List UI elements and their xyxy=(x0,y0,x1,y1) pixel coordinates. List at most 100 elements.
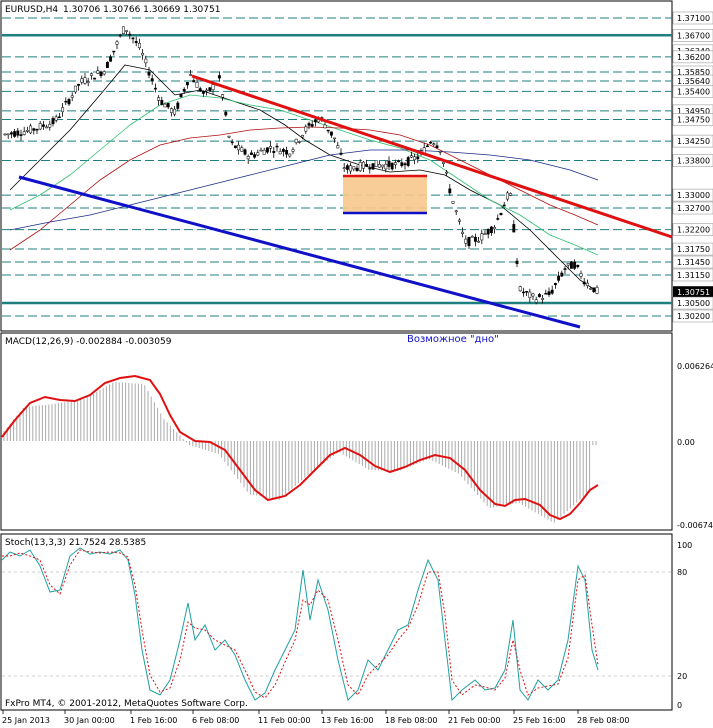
candle-body xyxy=(304,126,308,132)
candle-body xyxy=(13,131,17,137)
candle-body xyxy=(109,56,113,62)
price-label-box xyxy=(672,113,713,126)
candle-body xyxy=(505,192,509,200)
candle-body xyxy=(157,97,161,101)
candle-body xyxy=(32,128,36,131)
time-label: 25 Jan 2013 xyxy=(2,716,50,725)
candle-body xyxy=(435,145,439,148)
price-label-box xyxy=(672,85,713,98)
candle-body xyxy=(179,93,183,98)
candle-body xyxy=(22,131,26,135)
candle-body xyxy=(515,260,519,264)
price-label-box xyxy=(672,296,713,310)
candle-body xyxy=(173,108,177,115)
candle-body xyxy=(182,89,186,92)
candle-body xyxy=(89,73,93,76)
candle-body xyxy=(313,120,317,123)
candle-body xyxy=(118,34,122,37)
candle-body xyxy=(592,287,596,293)
candle-body xyxy=(80,78,84,83)
candle-body xyxy=(355,167,359,171)
candle-body xyxy=(569,261,573,269)
candle-body xyxy=(45,126,49,129)
candle-body xyxy=(297,141,301,143)
ohlc-header: 1.30706 1.30766 1.30669 1.30751 xyxy=(63,5,220,15)
candle-body xyxy=(128,33,132,36)
macd-panel[interactable] xyxy=(0,332,673,531)
time-label: 1 Feb 16:00 xyxy=(130,716,177,725)
price-axis-label: 1.31750 xyxy=(677,245,710,254)
candle-body xyxy=(547,291,551,295)
candle-body xyxy=(521,291,525,294)
candle-body xyxy=(323,124,327,129)
candle-body xyxy=(38,123,42,130)
price-axis-label: 1.31450 xyxy=(677,258,710,267)
time-label: 28 Feb 08:00 xyxy=(577,716,629,725)
candle-body xyxy=(307,123,311,126)
candle-body xyxy=(397,160,401,163)
price-label-box xyxy=(672,29,713,42)
candle-body xyxy=(377,164,381,168)
candle-body xyxy=(185,82,189,86)
stoch-signal-line xyxy=(2,549,599,699)
time-label: 21 Feb 00:00 xyxy=(448,716,500,725)
candle-body xyxy=(208,87,212,92)
time-label: 25 Feb 16:00 xyxy=(513,716,565,725)
candle-body xyxy=(163,103,167,108)
candle-body xyxy=(531,293,535,297)
time-label: 18 Feb 08:00 xyxy=(385,716,437,725)
candle-body xyxy=(96,70,100,74)
price-label-box xyxy=(672,134,713,148)
candle-body xyxy=(201,91,205,94)
candle-body xyxy=(112,50,116,53)
candle-body xyxy=(499,213,503,215)
price-axis-label: 1.37100 xyxy=(677,14,710,23)
price-axis-label: 1.35640 xyxy=(677,77,710,86)
time-axis: 25 Jan 2013 30 Jan 00:00 1 Feb 16:00 6 Feb … xyxy=(2,710,629,725)
price-label-box xyxy=(672,268,713,282)
time-label: 11 Feb 00:00 xyxy=(258,716,310,725)
candle-body xyxy=(432,143,436,145)
candle-body xyxy=(35,128,39,131)
candle-body xyxy=(448,188,452,194)
candle-body xyxy=(249,152,253,155)
candle-body xyxy=(237,144,241,151)
candle-body xyxy=(102,71,106,75)
candle-body xyxy=(496,218,500,220)
stoch-panel[interactable] xyxy=(0,533,673,711)
candle-body xyxy=(493,227,497,230)
macd-label: MACD(12,26,9) -0.002884 -0.003059 xyxy=(5,337,172,347)
ma-green xyxy=(9,94,599,256)
main-panel[interactable] xyxy=(0,0,673,332)
candle-body xyxy=(275,145,279,148)
candle-body xyxy=(489,226,493,233)
candle-body xyxy=(16,130,20,136)
candle-body xyxy=(576,264,580,268)
candle-body xyxy=(589,288,593,290)
macd-axis-top: 0.006264 xyxy=(677,362,713,371)
candle-body xyxy=(269,145,273,149)
candle-body xyxy=(301,134,305,138)
candle-body xyxy=(57,116,61,119)
candle-body xyxy=(205,89,209,92)
candle-body xyxy=(6,133,10,136)
candle-body xyxy=(329,131,333,136)
price-label-box xyxy=(672,154,713,167)
candle-body xyxy=(393,162,397,166)
candle-body xyxy=(387,160,391,167)
candle-body xyxy=(512,224,516,233)
candle-body xyxy=(585,282,589,286)
candle-body xyxy=(166,102,170,108)
candle-body xyxy=(457,219,461,222)
price-axis-label: 1.31150 xyxy=(677,271,710,280)
candle-body xyxy=(224,111,228,116)
price-axis-label: 1.32200 xyxy=(677,226,710,235)
candle-body xyxy=(3,133,7,136)
candle-body xyxy=(189,74,193,76)
candle-body xyxy=(61,107,65,113)
candle-body xyxy=(390,162,394,170)
price-axis-label: 1.35400 xyxy=(677,87,710,96)
candle-body xyxy=(557,275,561,281)
candle-body xyxy=(141,52,145,56)
candle-body xyxy=(144,58,148,64)
